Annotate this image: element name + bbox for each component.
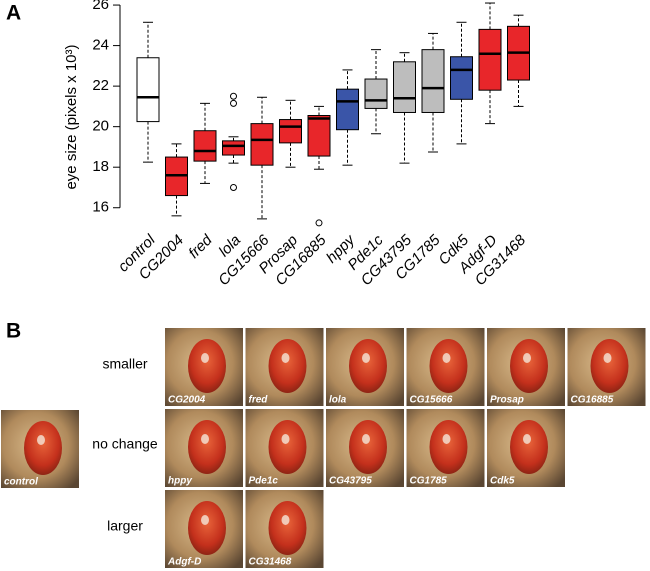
- eye: [349, 339, 387, 393]
- y-tick-label: 22: [92, 77, 109, 94]
- x-tick-label: fred: [185, 231, 216, 262]
- box: [450, 56, 473, 100]
- box: [279, 119, 302, 144]
- eye: [268, 339, 307, 393]
- box: [364, 78, 388, 109]
- photo-caption: Cdk5: [490, 476, 515, 487]
- highlight: [201, 353, 209, 363]
- photo-caption: CG43795: [329, 476, 372, 487]
- photo-caption: CG2004: [168, 395, 206, 406]
- photo: fred: [245, 328, 324, 406]
- box: [421, 49, 445, 113]
- photo: Pde1c: [245, 409, 324, 487]
- y-tick-label: 20: [92, 118, 109, 135]
- highlight: [362, 353, 370, 363]
- photo: CG31468: [245, 490, 324, 568]
- highlight: [523, 353, 531, 363]
- photo: hppy: [165, 409, 243, 487]
- photo: control: [1, 410, 79, 488]
- row-label: larger: [107, 518, 143, 534]
- eye: [349, 420, 387, 474]
- outlier: [230, 99, 237, 107]
- box: [250, 123, 274, 166]
- y-tick-label: 24: [92, 37, 109, 54]
- highlight: [281, 434, 290, 444]
- box: [193, 130, 217, 162]
- eye: [510, 339, 548, 393]
- panel-label: B: [6, 320, 21, 343]
- eye: [590, 339, 629, 393]
- photo: CG16885: [567, 328, 646, 406]
- photo-caption: lola: [329, 395, 347, 406]
- photo-caption: fred: [249, 395, 269, 406]
- photo: Cdk5: [487, 409, 565, 487]
- box: [393, 61, 416, 113]
- highlight: [362, 434, 370, 444]
- photo-caption: CG1785: [410, 476, 448, 487]
- box: [222, 140, 245, 156]
- y-tick-label: 18: [92, 158, 109, 175]
- photo: lola: [326, 328, 404, 406]
- photo-caption: hppy: [168, 476, 192, 487]
- highlight: [281, 353, 290, 363]
- box: [307, 115, 331, 157]
- row-label: no change: [92, 436, 158, 452]
- outlier: [230, 183, 237, 191]
- outlier: [230, 92, 237, 100]
- y-tick-label: 26: [92, 0, 109, 13]
- highlight: [201, 434, 209, 444]
- photo-caption: CG31468: [249, 557, 292, 568]
- eye: [268, 501, 307, 555]
- photo: Adgf-D: [165, 490, 243, 568]
- eye: [268, 420, 307, 474]
- photo-caption: Pde1c: [249, 476, 279, 487]
- panel-label: A: [6, 2, 21, 25]
- eye: [510, 420, 548, 474]
- photo: CG43795: [326, 409, 404, 487]
- highlight: [442, 434, 451, 444]
- photo-caption: CG15666: [410, 395, 453, 406]
- highlight: [201, 515, 209, 525]
- box: [336, 88, 359, 131]
- eye: [188, 501, 226, 555]
- eye: [188, 339, 226, 393]
- y-tick-label: 16: [92, 199, 109, 216]
- eye: [24, 421, 62, 475]
- eye: [429, 339, 468, 393]
- box: [478, 28, 502, 91]
- eye: [429, 420, 468, 474]
- photo: Prosap: [487, 328, 565, 406]
- row-label: smaller: [102, 356, 147, 372]
- eye: [188, 420, 226, 474]
- highlight: [603, 353, 612, 363]
- y-axis-label: eye size (pixels x 10³): [63, 44, 80, 189]
- photo: CG15666: [406, 328, 485, 406]
- photo: CG2004: [165, 328, 243, 406]
- photo-caption: Prosap: [490, 395, 524, 406]
- highlight: [442, 353, 451, 363]
- photo: CG1785: [406, 409, 485, 487]
- outlier: [315, 219, 323, 227]
- highlight: [37, 435, 45, 445]
- photo-caption: control: [4, 477, 38, 488]
- highlight: [281, 515, 290, 525]
- photo-caption: CG16885: [571, 395, 614, 406]
- box: [136, 57, 160, 123]
- highlight: [523, 434, 531, 444]
- photo-caption: Adgf-D: [167, 557, 201, 568]
